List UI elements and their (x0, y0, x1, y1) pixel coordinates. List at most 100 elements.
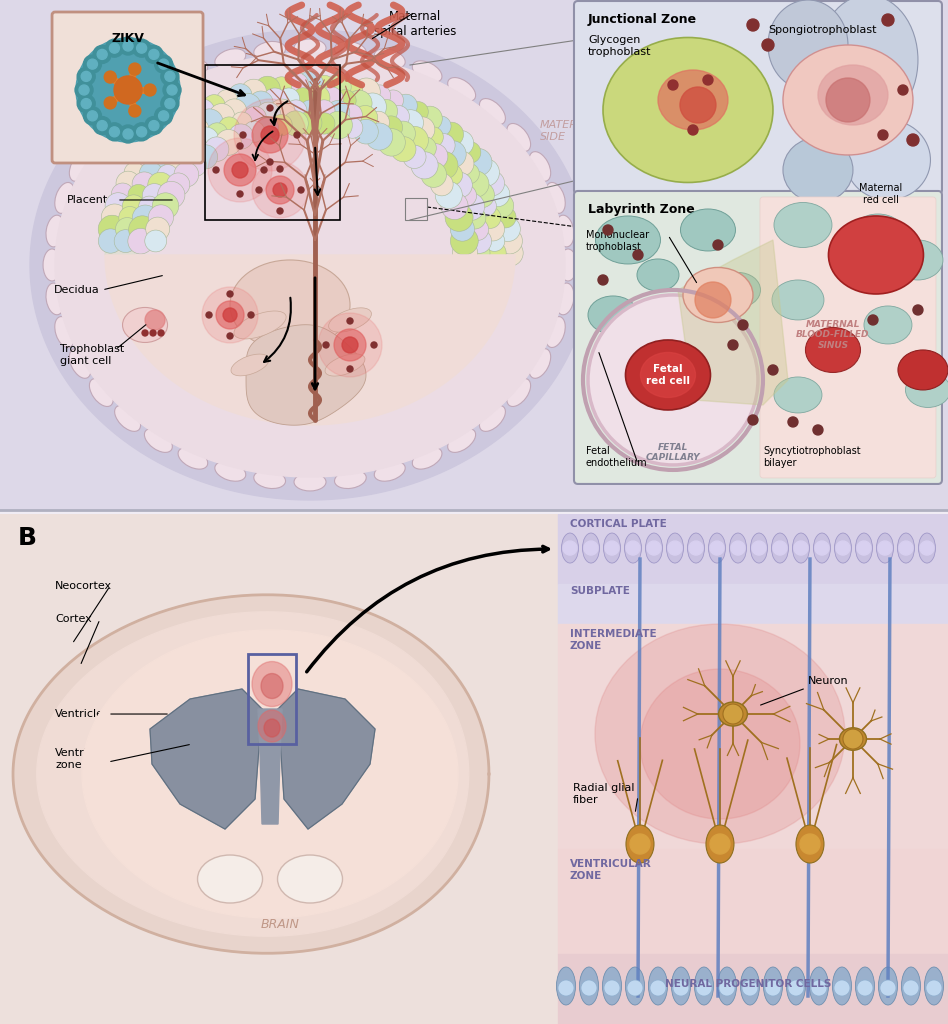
Circle shape (563, 541, 577, 555)
Ellipse shape (374, 462, 405, 481)
Circle shape (232, 162, 248, 178)
Circle shape (123, 41, 133, 51)
Circle shape (228, 84, 252, 108)
Circle shape (283, 111, 308, 136)
Circle shape (902, 980, 919, 996)
Ellipse shape (687, 534, 704, 563)
Ellipse shape (197, 855, 263, 903)
Ellipse shape (374, 49, 405, 69)
Circle shape (153, 193, 178, 219)
Circle shape (165, 72, 174, 81)
Ellipse shape (261, 674, 283, 698)
Ellipse shape (681, 209, 736, 251)
Circle shape (447, 172, 472, 198)
Circle shape (319, 87, 343, 111)
Circle shape (423, 127, 444, 147)
Circle shape (882, 14, 894, 26)
Ellipse shape (447, 78, 476, 101)
Circle shape (341, 104, 362, 125)
Circle shape (256, 187, 262, 193)
Circle shape (452, 241, 478, 265)
Circle shape (137, 127, 147, 137)
Circle shape (465, 148, 492, 176)
Circle shape (397, 110, 424, 135)
Ellipse shape (646, 534, 663, 563)
Text: FETAL
CAPILLARY: FETAL CAPILLARY (646, 442, 701, 462)
Ellipse shape (641, 350, 696, 390)
Text: Decidua: Decidua (54, 285, 100, 295)
Circle shape (178, 106, 202, 131)
Text: SUBPLATE: SUBPLATE (570, 586, 629, 596)
Circle shape (285, 100, 307, 122)
Circle shape (146, 217, 170, 241)
Ellipse shape (230, 260, 350, 350)
Circle shape (208, 138, 272, 202)
Ellipse shape (144, 429, 173, 453)
Ellipse shape (666, 534, 684, 563)
Circle shape (313, 99, 335, 122)
Circle shape (748, 415, 758, 425)
Circle shape (410, 117, 435, 142)
Circle shape (374, 99, 397, 123)
Circle shape (150, 330, 156, 336)
Ellipse shape (115, 406, 140, 431)
Ellipse shape (89, 379, 113, 407)
Text: Maternal
spiral arteries: Maternal spiral arteries (374, 10, 456, 38)
Circle shape (813, 425, 823, 435)
Circle shape (326, 74, 351, 99)
Ellipse shape (648, 967, 667, 1005)
Circle shape (189, 98, 215, 125)
Ellipse shape (556, 283, 574, 314)
Ellipse shape (254, 470, 285, 488)
Circle shape (460, 141, 481, 163)
Circle shape (105, 193, 131, 219)
Circle shape (167, 85, 177, 95)
Circle shape (788, 417, 798, 427)
Polygon shape (105, 255, 515, 425)
Circle shape (263, 88, 287, 113)
FancyBboxPatch shape (574, 1, 942, 194)
Ellipse shape (231, 354, 269, 376)
Circle shape (800, 834, 820, 854)
Ellipse shape (55, 316, 75, 347)
Ellipse shape (626, 967, 645, 1005)
Circle shape (165, 155, 187, 176)
Circle shape (497, 228, 522, 254)
Polygon shape (37, 611, 468, 936)
Circle shape (129, 104, 141, 117)
Ellipse shape (818, 65, 888, 125)
Circle shape (133, 123, 151, 141)
Ellipse shape (774, 203, 832, 248)
Circle shape (920, 541, 934, 555)
Circle shape (490, 194, 514, 217)
Circle shape (129, 63, 141, 75)
Polygon shape (55, 53, 565, 477)
Circle shape (811, 980, 827, 996)
Circle shape (383, 90, 404, 111)
Circle shape (450, 217, 475, 242)
Text: Trophoblast
giant cell: Trophoblast giant cell (60, 344, 124, 366)
Circle shape (206, 312, 212, 318)
Circle shape (240, 132, 246, 138)
Polygon shape (105, 85, 515, 255)
Text: Mononuclear
trophoblast: Mononuclear trophoblast (586, 230, 649, 252)
Bar (558, 514, 948, 584)
Ellipse shape (294, 473, 326, 490)
Ellipse shape (545, 316, 565, 347)
Circle shape (269, 99, 295, 126)
Circle shape (857, 541, 871, 555)
Ellipse shape (658, 70, 728, 130)
Circle shape (723, 705, 743, 724)
Circle shape (482, 217, 504, 241)
Ellipse shape (69, 348, 91, 378)
Circle shape (765, 980, 781, 996)
Circle shape (255, 76, 281, 101)
Circle shape (470, 243, 490, 263)
Circle shape (137, 43, 147, 53)
Ellipse shape (559, 249, 577, 281)
FancyBboxPatch shape (760, 197, 936, 478)
Circle shape (347, 366, 353, 372)
Text: BRAIN: BRAIN (261, 918, 300, 931)
Circle shape (119, 125, 137, 143)
Circle shape (431, 116, 451, 136)
